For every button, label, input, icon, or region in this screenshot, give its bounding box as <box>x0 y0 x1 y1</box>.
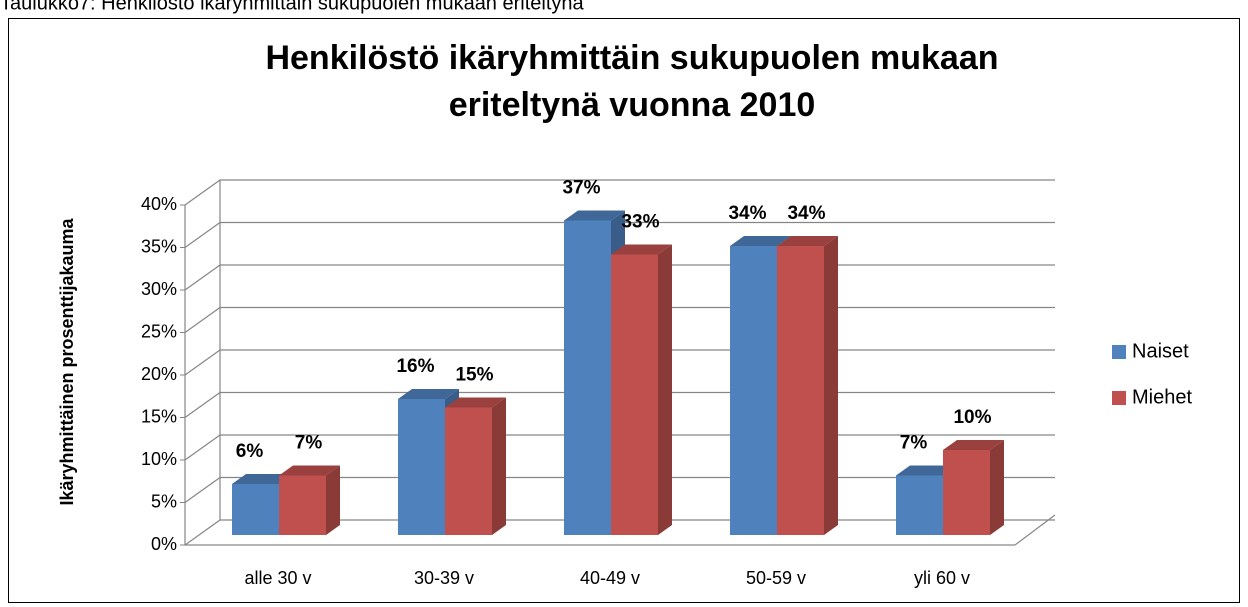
floor-edge <box>1014 514 1056 546</box>
bar-top <box>943 440 1004 450</box>
bar-top <box>232 474 293 484</box>
legend-swatch <box>1112 345 1126 359</box>
caption: Taulukko7: Henkilöstö ikäryhmittäin suku… <box>0 0 585 14</box>
bar-side <box>990 440 1004 535</box>
legend-label: Naiset <box>1132 340 1189 362</box>
x-tick-label: yli 60 v <box>914 568 970 588</box>
bar <box>564 220 611 535</box>
x-tick-label: alle 30 v <box>244 568 311 588</box>
y-axis-title: Ikäryhmittäinen prosenttijakauma <box>57 217 77 505</box>
y-tick-label: 25% <box>141 321 177 341</box>
y-tick-label: 10% <box>141 449 177 469</box>
y-tick-label: 5% <box>151 491 177 511</box>
legend-label: Miehet <box>1132 386 1192 408</box>
bar-top <box>611 244 672 255</box>
bar <box>279 475 326 535</box>
y-tick-label: 20% <box>141 364 177 384</box>
bar-top <box>896 465 957 476</box>
data-label: 33% <box>621 212 659 233</box>
bar <box>730 246 777 535</box>
data-label: 34% <box>728 203 766 224</box>
x-tick-label: 40-49 v <box>580 568 640 588</box>
y-tick-label: 35% <box>141 236 177 256</box>
x-tick-label: 30-39 v <box>414 568 474 588</box>
data-label: 6% <box>236 441 264 462</box>
x-tick-label: 50-59 v <box>746 568 806 588</box>
bar-side <box>326 465 340 535</box>
bar <box>232 484 279 535</box>
bar <box>445 407 492 535</box>
bar-top <box>564 210 625 221</box>
legend-swatch <box>1112 391 1126 405</box>
bar <box>943 450 990 535</box>
chart-title: Henkilöstö ikäryhmittäin sukupuolen muka… <box>265 39 998 124</box>
bar <box>896 475 943 535</box>
y-tick-label: 15% <box>141 406 177 426</box>
bar-top <box>398 389 459 399</box>
bar <box>611 254 658 535</box>
data-label: 10% <box>953 407 991 428</box>
data-label: 7% <box>900 433 928 454</box>
data-label: 7% <box>295 433 323 454</box>
data-label: 15% <box>455 365 493 386</box>
bar-side <box>824 236 838 535</box>
bar-side <box>492 397 506 535</box>
y-tick-label: 40% <box>141 194 177 214</box>
y-tick-label: 30% <box>141 279 177 299</box>
y-tick-label: 0% <box>151 534 177 554</box>
data-label: 16% <box>396 356 434 377</box>
bar-top <box>279 465 340 476</box>
data-label: 34% <box>787 203 825 224</box>
data-label: 37% <box>562 178 600 199</box>
bar-side <box>658 244 672 535</box>
bar-top <box>445 397 506 408</box>
bar-top <box>777 236 838 246</box>
bar <box>398 399 445 535</box>
bar-top <box>730 236 791 246</box>
bar <box>777 246 824 535</box>
